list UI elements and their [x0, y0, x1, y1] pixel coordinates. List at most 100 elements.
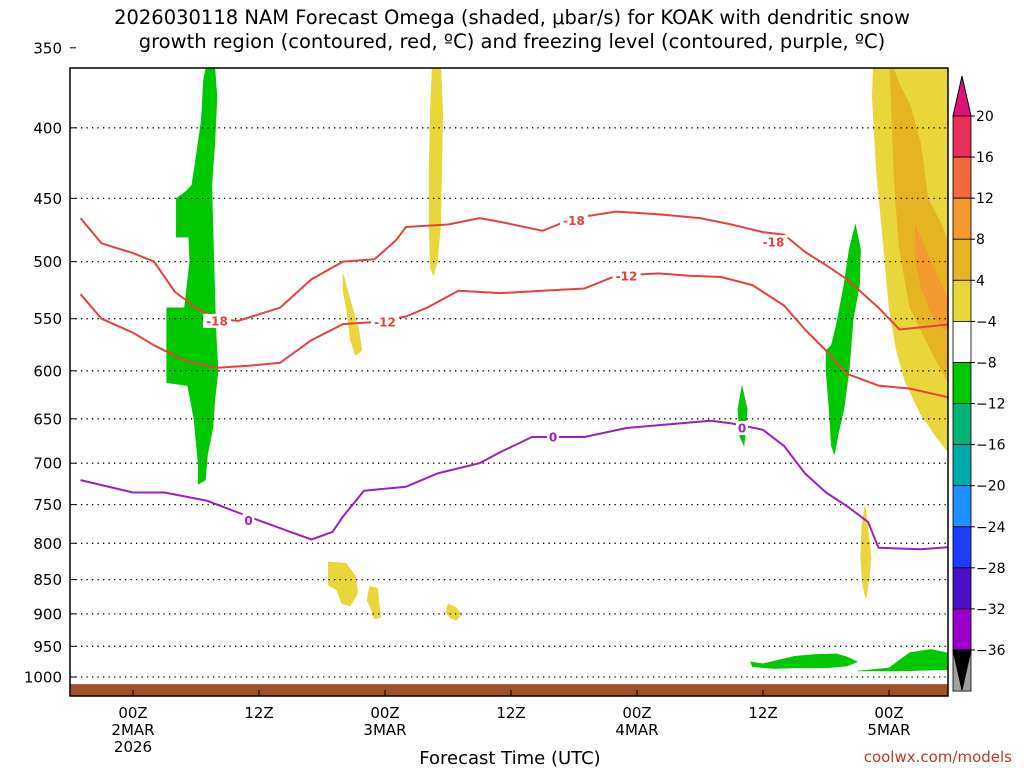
y-tick-850: 850: [33, 571, 62, 589]
shaded-region-green-5mar-mid-level: [825, 224, 861, 456]
contour-lines: -18 -18 -18 -12 -12 0 0 0: [79, 210, 948, 551]
y-tick-800: 800: [33, 535, 62, 553]
x-tick-0-line-1: 00Z: [118, 704, 147, 722]
contour-label-bg: [242, 513, 255, 528]
colorbar-label-32: −32: [976, 602, 1006, 618]
contour-label-bg: [547, 430, 559, 444]
colorbar-label-12: 12: [976, 191, 994, 207]
colorbar-swatch-4: [952, 320, 972, 363]
colorbar-label-8: 8: [976, 232, 985, 248]
contour-temp-18c: [79, 210, 948, 331]
contour-label-bg: [736, 421, 748, 435]
contour-label-freezing-level-0c-3: 0: [738, 422, 746, 436]
colorbar-swatch-20: [952, 485, 972, 528]
colorbar-label-36: −36: [976, 643, 1006, 659]
shaded-region-yellow-5mar-low-cell: [860, 504, 872, 600]
x-tick-60-line-1: 12Z: [748, 704, 777, 722]
contour-label-freezing-level-0c-1: 0: [244, 514, 252, 528]
shaded-region-orange-12-to-16-core: [915, 224, 948, 332]
colorbar-label-20: 20: [976, 109, 994, 125]
shaded-region-green-low-level-5mar-a: [749, 653, 859, 669]
colorbar-bottom-arrow: [952, 649, 972, 691]
shaded-region-yellow-small-cell-a: [342, 273, 363, 357]
y-tick-900: 900: [33, 605, 62, 623]
y-tick-450: 450: [33, 190, 62, 208]
colorbar-label-28: −28: [976, 561, 1006, 577]
contour-label-freezing-level-0c-2: 0: [549, 431, 557, 445]
colorbar: 20 16 12 8 4 −4 −8 −12 −16 −20 −24 −28 −32 −36: [952, 75, 1006, 692]
colorbar-label-4: 4: [976, 273, 985, 289]
y-axis: 2503003504004505005506006507007508008509…: [24, 39, 76, 687]
x-tick-0-line-2: 2MAR: [111, 721, 154, 739]
shaded-region-yellow-low-cell-d: [445, 603, 463, 621]
chart-title-line-1: 2026030118 NAM Forecast Omega (shaded, μ…: [114, 6, 910, 29]
gridlines: [70, 127, 948, 678]
shaded-region-green-mid-level-4-to-8: [166, 68, 219, 485]
plot-area: -18 -18 -18 -12 -12 0 0 0: [70, 68, 948, 696]
terrain-ground: [70, 684, 948, 696]
terrain-layer: [70, 684, 948, 696]
contour-label-temp-18c-1: -18: [206, 314, 228, 328]
colorbar-swatch-24: [952, 526, 972, 569]
contour-freezing-level-0c: [80, 419, 948, 551]
colorbar-label-4: −4: [976, 314, 997, 330]
shaded-region-yellow-low-cell-b: [328, 561, 358, 607]
contour-label-bg: [371, 315, 399, 329]
colorbar-swatch-4: [952, 279, 972, 322]
colorbar-swatch-20: [952, 115, 972, 158]
chart-title-line-2: growth region (contoured, red, ºC) and f…: [138, 30, 886, 53]
plot-frame: [69, 67, 949, 697]
x-tick-48-line-2: 4MAR: [615, 721, 658, 739]
x-tick-0-line-3: 2026: [114, 738, 152, 756]
y-tick-650: 650: [33, 410, 62, 428]
x-axis-label: Forecast Time (UTC): [419, 748, 600, 768]
y-tick-550: 550: [33, 310, 62, 328]
colorbar-swatch-8: [952, 238, 972, 281]
x-tick-48-line-1: 00Z: [622, 704, 651, 722]
contour-label-bg: [759, 235, 788, 250]
x-tick-24-line-1: 00Z: [370, 704, 399, 722]
shaded-region-yellow-4-to-8-upper-cell: [428, 68, 444, 277]
colorbar-swatch-28: [952, 567, 972, 610]
plot-border: [69, 67, 949, 697]
contour-label-temp-12c-2: -12: [616, 269, 638, 283]
colorbar-swatch-32: [952, 608, 972, 651]
site-credit: coolwx.com/models: [864, 748, 1012, 766]
x-tick-12-line-1: 12Z: [244, 704, 273, 722]
chart-title: 2026030118 NAM Forecast Omega (shaded, μ…: [0, 6, 1024, 54]
x-tick-72-line-1: 00Z: [874, 704, 903, 722]
x-tick-24-line-2: 3MAR: [363, 721, 406, 739]
y-tick-350: 350: [33, 39, 62, 57]
contour-label-temp-18c-2: -18: [563, 214, 585, 228]
shaded-region-green-small-cell: [737, 385, 748, 447]
y-tick-750: 750: [33, 496, 62, 514]
colorbar-label-16: 16: [976, 150, 994, 166]
colorbar-swatch-12: [952, 403, 972, 445]
colorbar-label-12: −12: [976, 397, 1006, 413]
omega-shading: [166, 68, 948, 672]
contour-temp-12c: [79, 272, 948, 399]
x-tick-36-line-1: 12Z: [496, 704, 525, 722]
colorbar-swatch-8: [952, 362, 972, 404]
colorbar-swatch-16: [952, 156, 972, 199]
y-tick-400: 400: [33, 119, 62, 137]
x-tick-72-line-2: 5MAR: [867, 721, 910, 739]
contour-label-bg: [560, 213, 588, 228]
shaded-region-green-low-level-5mar-b: [857, 649, 948, 672]
colorbar-label-24: −24: [976, 520, 1006, 536]
y-tick-950: 950: [33, 638, 62, 656]
y-tick-600: 600: [33, 362, 62, 380]
contour-label-bg: [612, 268, 641, 283]
colorbar-top-arrow: [952, 75, 972, 117]
contour-label-bg: [203, 313, 231, 328]
shaded-region-yellow-low-cell-c: [366, 586, 382, 620]
colorbar-swatch-12: [952, 197, 972, 240]
y-tick-1000: 1000: [24, 669, 62, 687]
colorbar-label-16: −16: [976, 438, 1006, 454]
y-tick-700: 700: [33, 455, 62, 473]
colorbar-swatch-16: [952, 444, 972, 487]
contour-label-temp-12c-1: -12: [374, 316, 396, 330]
colorbar-label-8: −8: [976, 356, 997, 372]
